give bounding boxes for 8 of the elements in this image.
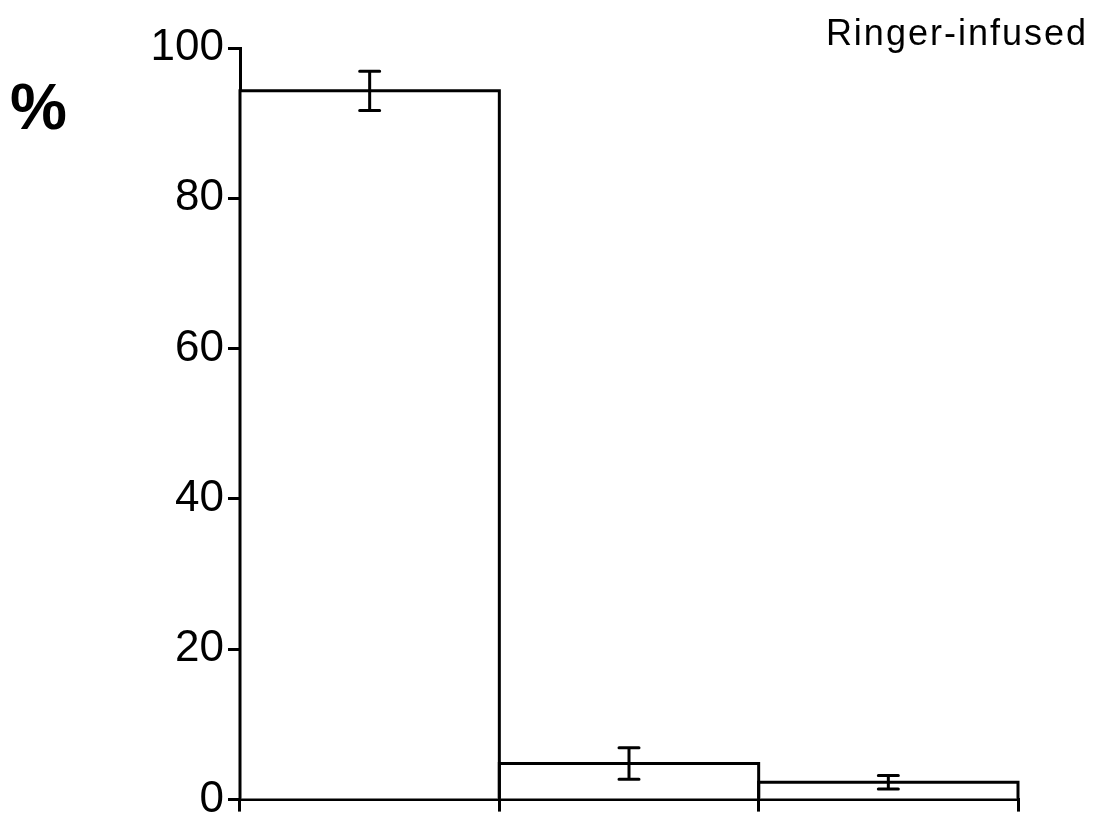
y-tick-label: 80	[175, 170, 224, 220]
y-tick-label: 100	[150, 20, 224, 70]
y-tick-label: 60	[175, 320, 224, 370]
chart-title: Ringer-infused	[825, 12, 1088, 54]
y-tick-label: 0	[199, 771, 224, 821]
y-tick-label: 20	[175, 621, 224, 671]
y-axis-title: %	[10, 70, 67, 144]
y-tick-label: 40	[175, 471, 224, 521]
